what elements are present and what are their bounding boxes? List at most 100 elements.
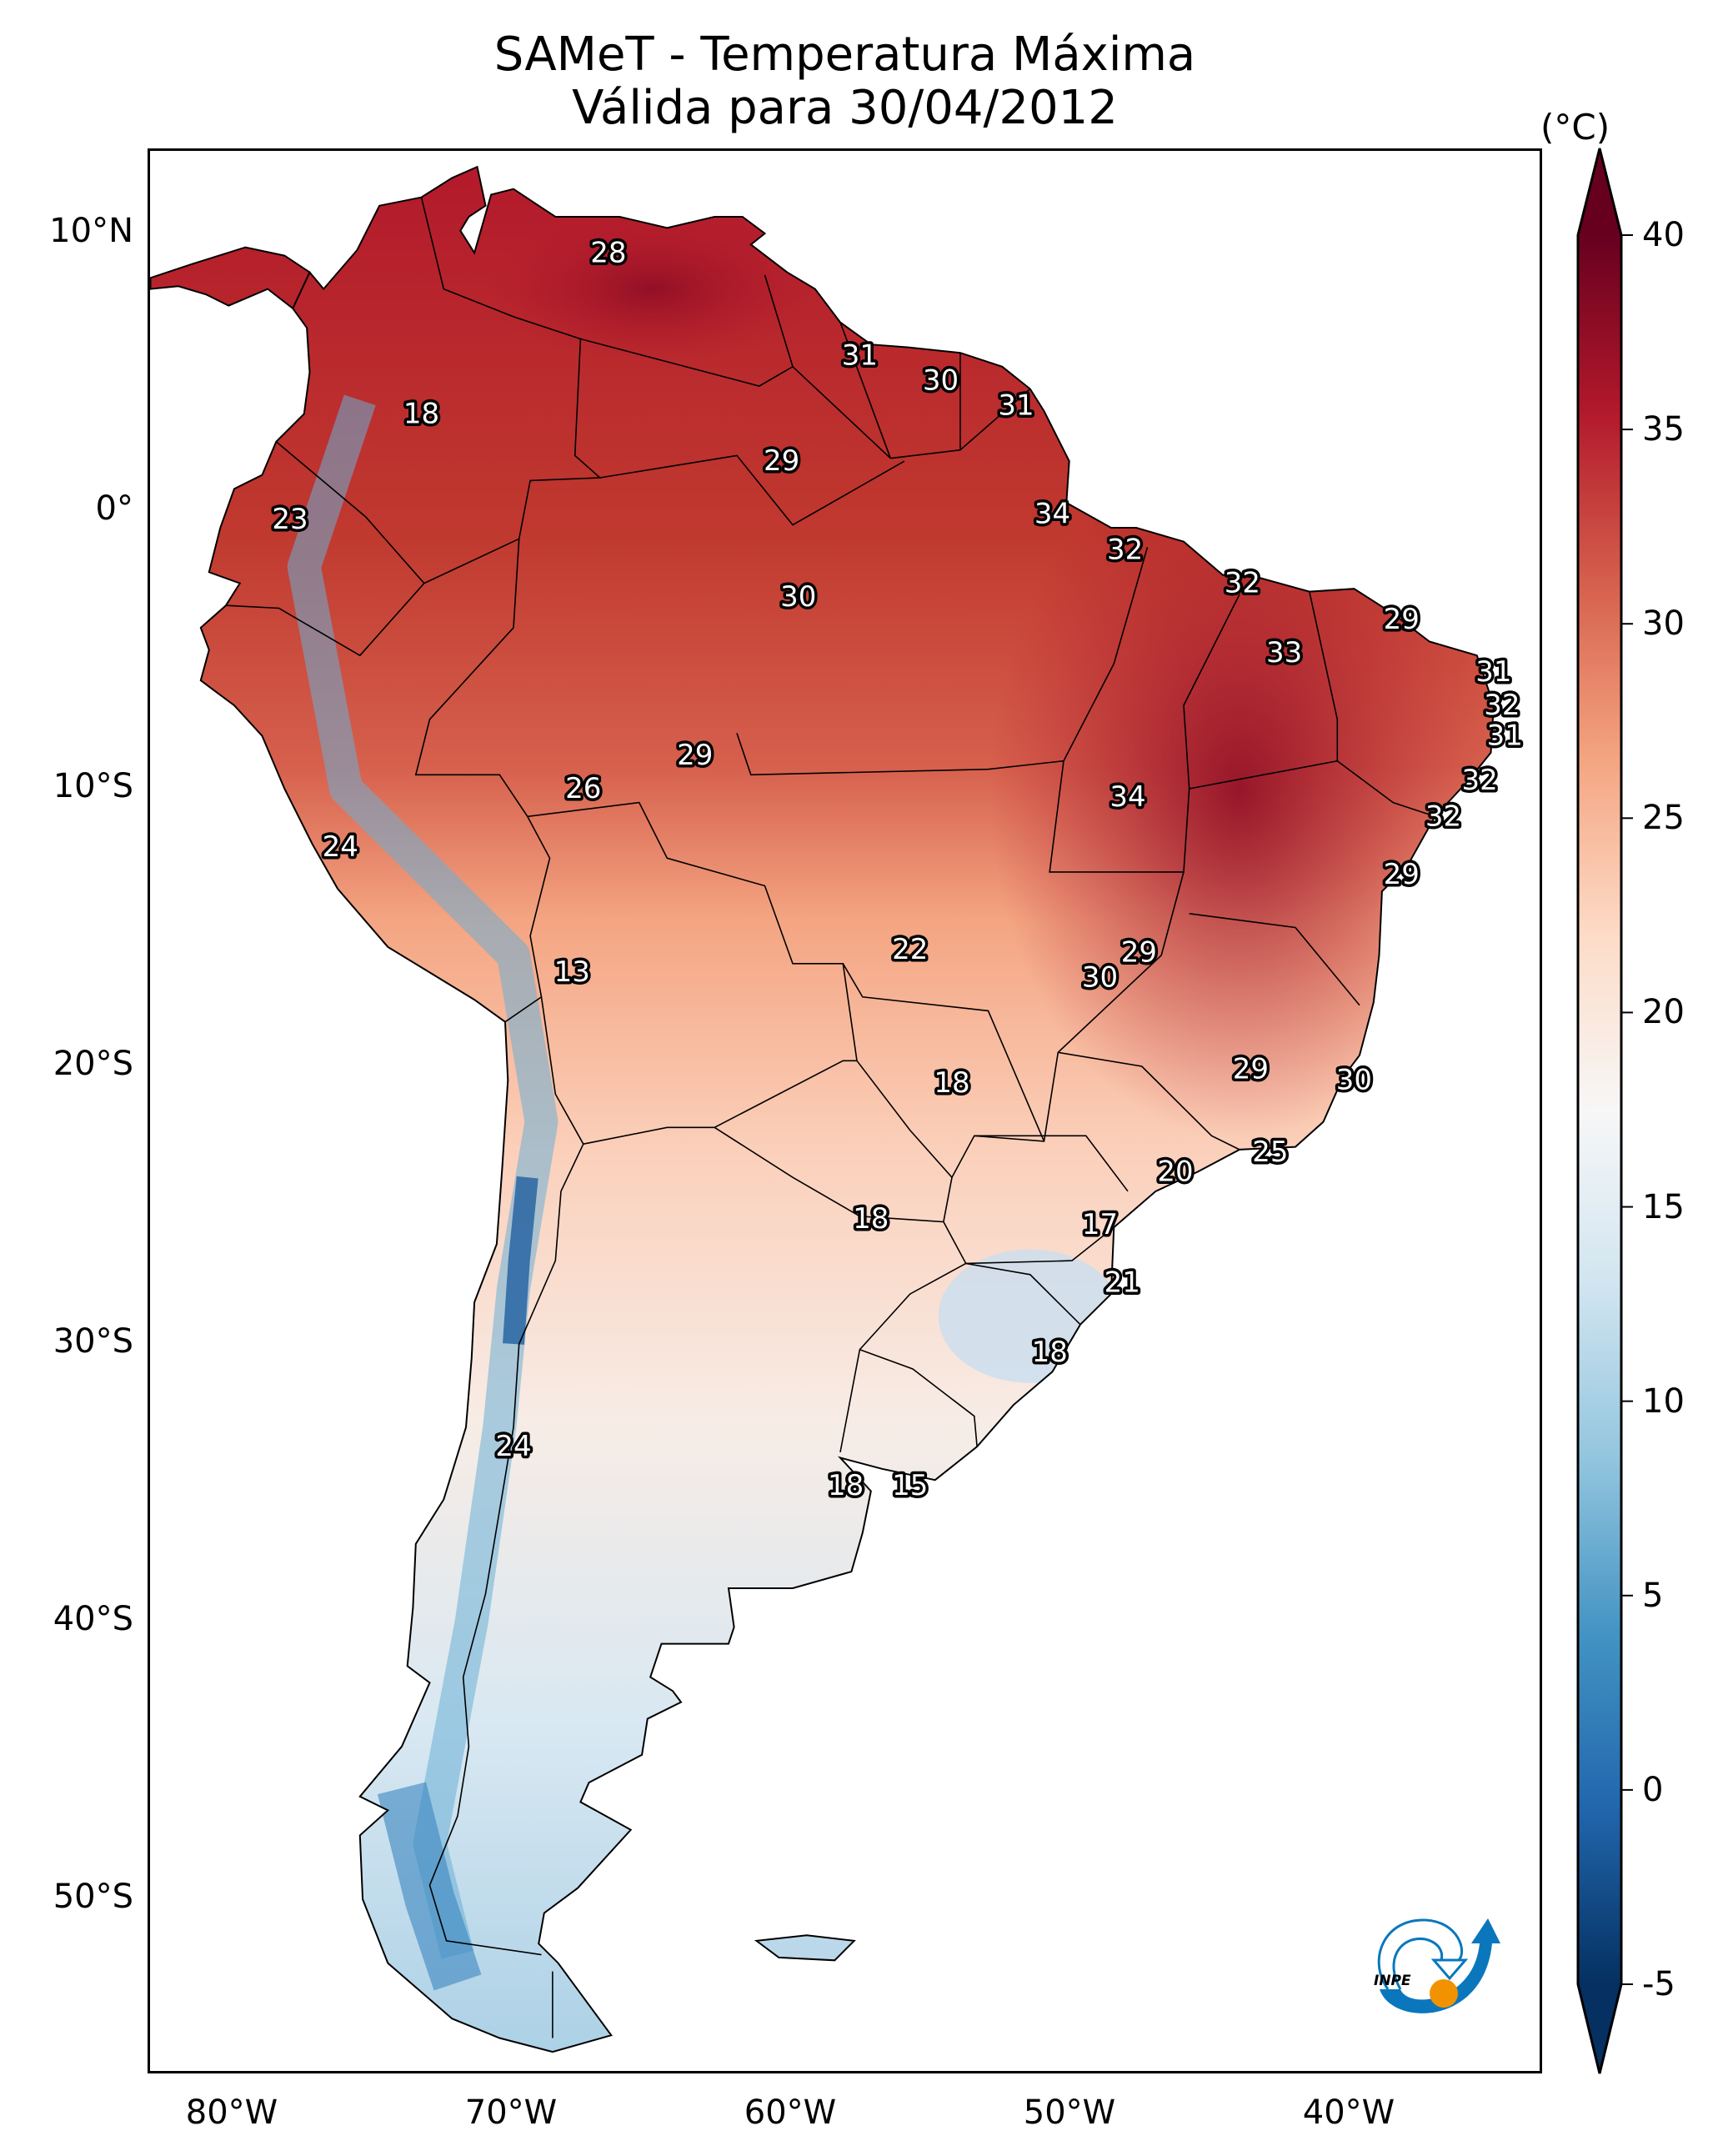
colorbar-extend-max (1578, 148, 1621, 235)
land-fill (150, 165, 1495, 2053)
colorbar (1576, 148, 1633, 2074)
border-line (959, 388, 1031, 451)
temperature-label: 30 (1336, 1064, 1372, 1097)
colorbar-tick-label: 25 (1642, 799, 1685, 838)
temperature-label: 13 (554, 955, 590, 989)
longitude-tick-label: 50°W (1023, 2093, 1116, 2132)
map-frame: 28 31 30 31 18 29 23 34 32 30 32 29 33 31 32 31 29 26 34 32… (148, 148, 1542, 2073)
latitude-tick-label: 20°S (53, 1045, 133, 1083)
border-line (839, 1221, 967, 1453)
border-line (275, 441, 520, 584)
colorbar-tick-label: 30 (1642, 604, 1685, 644)
logo-arrow-up-icon (1380, 1918, 1500, 2013)
latitude-tick-label: 50°S (53, 1878, 133, 1916)
border-line (428, 1143, 584, 1956)
logo-text: INPE (1374, 1973, 1411, 1989)
colorbar-extend-min (1578, 1984, 1621, 2073)
border-line (599, 454, 905, 526)
colorbar-tick-label: 10 (1642, 1381, 1685, 1421)
temperature-label: 31 (998, 389, 1034, 423)
temperature-label: 21 (1104, 1266, 1140, 1300)
temperature-label: 25 (1252, 1136, 1288, 1169)
latitude-tick-label: 10°N (49, 212, 133, 250)
temperature-label: 22 (892, 933, 928, 966)
colorbar-tick-label: 5 (1642, 1576, 1664, 1615)
temperature-label: 30 (1082, 960, 1118, 994)
hot-region-venezuela (486, 213, 820, 364)
temperature-label: 29 (1384, 858, 1420, 891)
temperature-label: 32 (1225, 567, 1260, 600)
inpe-logo: INPE (1367, 1910, 1509, 2018)
temperature-label: 31 (1487, 720, 1523, 753)
temperature-label: 29 (1233, 1052, 1269, 1086)
border-line (859, 1348, 978, 1447)
temperature-label: 29 (764, 444, 799, 478)
border-line (736, 547, 1149, 776)
temperature-label: 26 (565, 772, 601, 805)
border-line (420, 197, 602, 628)
chart-subtitle: Válida para 30/04/2012 (572, 81, 1118, 135)
temperature-label: 31 (1475, 655, 1511, 689)
temperature-label: 18 (828, 1469, 864, 1502)
colorbar-tick-label: 40 (1642, 216, 1685, 254)
temperature-label: 29 (1384, 603, 1420, 636)
colorbar-tick-label: 0 (1642, 1770, 1664, 1809)
longitude-tick-label: 60°W (744, 2093, 837, 2132)
latitude-tick-label: 30°S (53, 1322, 133, 1361)
temperature-label: 24 (323, 830, 358, 864)
temperature-label: 32 (1107, 534, 1143, 567)
border-line (1058, 1051, 1240, 1151)
border-line (1189, 913, 1360, 1006)
temperature-label: 24 (495, 1430, 531, 1463)
temperature-label: 30 (780, 580, 816, 614)
temperature-label: 32 (1461, 764, 1497, 797)
temperature-label: 31 (842, 339, 878, 373)
border-line (225, 583, 425, 657)
temperature-label: 18 (934, 1066, 969, 1100)
coastline (150, 165, 1495, 2053)
border-line (1309, 591, 1339, 761)
colorbar-tick-label: 20 (1642, 993, 1685, 1032)
border-line (974, 1135, 1129, 1192)
border-line (580, 274, 794, 387)
border-line (965, 1226, 1114, 1265)
temperature-label: 18 (403, 397, 439, 430)
temperature-label: 33 (1266, 636, 1302, 669)
colorbar-unit-label: (°C) (1540, 107, 1610, 148)
longitude-tick-label: 40°W (1302, 2093, 1395, 2132)
chart-title: SAMeT - Temperatura Máxima (493, 28, 1196, 82)
longitude-tick-label: 80°W (185, 2093, 278, 2132)
country-borders (225, 197, 1435, 2038)
temperature-label: 30 (923, 364, 959, 398)
temperature-label: 32 (1425, 800, 1461, 833)
temperature-label: 29 (677, 739, 713, 772)
temperature-label: 17 (1082, 1208, 1118, 1241)
border-line (1189, 760, 1435, 818)
temperature-field (150, 167, 1494, 2053)
border-line (965, 1262, 1081, 1326)
border-line (540, 996, 857, 1146)
colorbar-tick-label: 35 (1642, 410, 1685, 449)
longitude-tick-label: 70°W (464, 2093, 558, 2132)
hot-region-northeast (989, 439, 1490, 1139)
latitude-tick-label: 40°S (53, 1600, 133, 1638)
colorbar-tick-label: -5 (1642, 1965, 1675, 2003)
temperature-label: 20 (1157, 1156, 1193, 1189)
temperature-label: 34 (1109, 780, 1145, 814)
andes-cold-core (503, 1176, 538, 1345)
latitude-tick-label: 10°S (53, 767, 133, 805)
logo-arrow-down-icon (1430, 1958, 1469, 1981)
temperature-label: 34 (1034, 497, 1070, 530)
temperature-label: 23 (272, 503, 308, 536)
logo-sun-icon (1430, 1979, 1458, 2008)
temperature-label: 18 (853, 1202, 889, 1236)
temperature-label: 29 (1121, 936, 1157, 970)
patagonia-cold-band (377, 1782, 482, 1991)
border-line (1049, 594, 1240, 873)
temperature-label: 28 (590, 236, 626, 269)
border-line (842, 963, 1045, 1142)
logo-swirl-icon (1377, 1918, 1464, 1990)
colorbar-gradient (1578, 235, 1621, 1984)
